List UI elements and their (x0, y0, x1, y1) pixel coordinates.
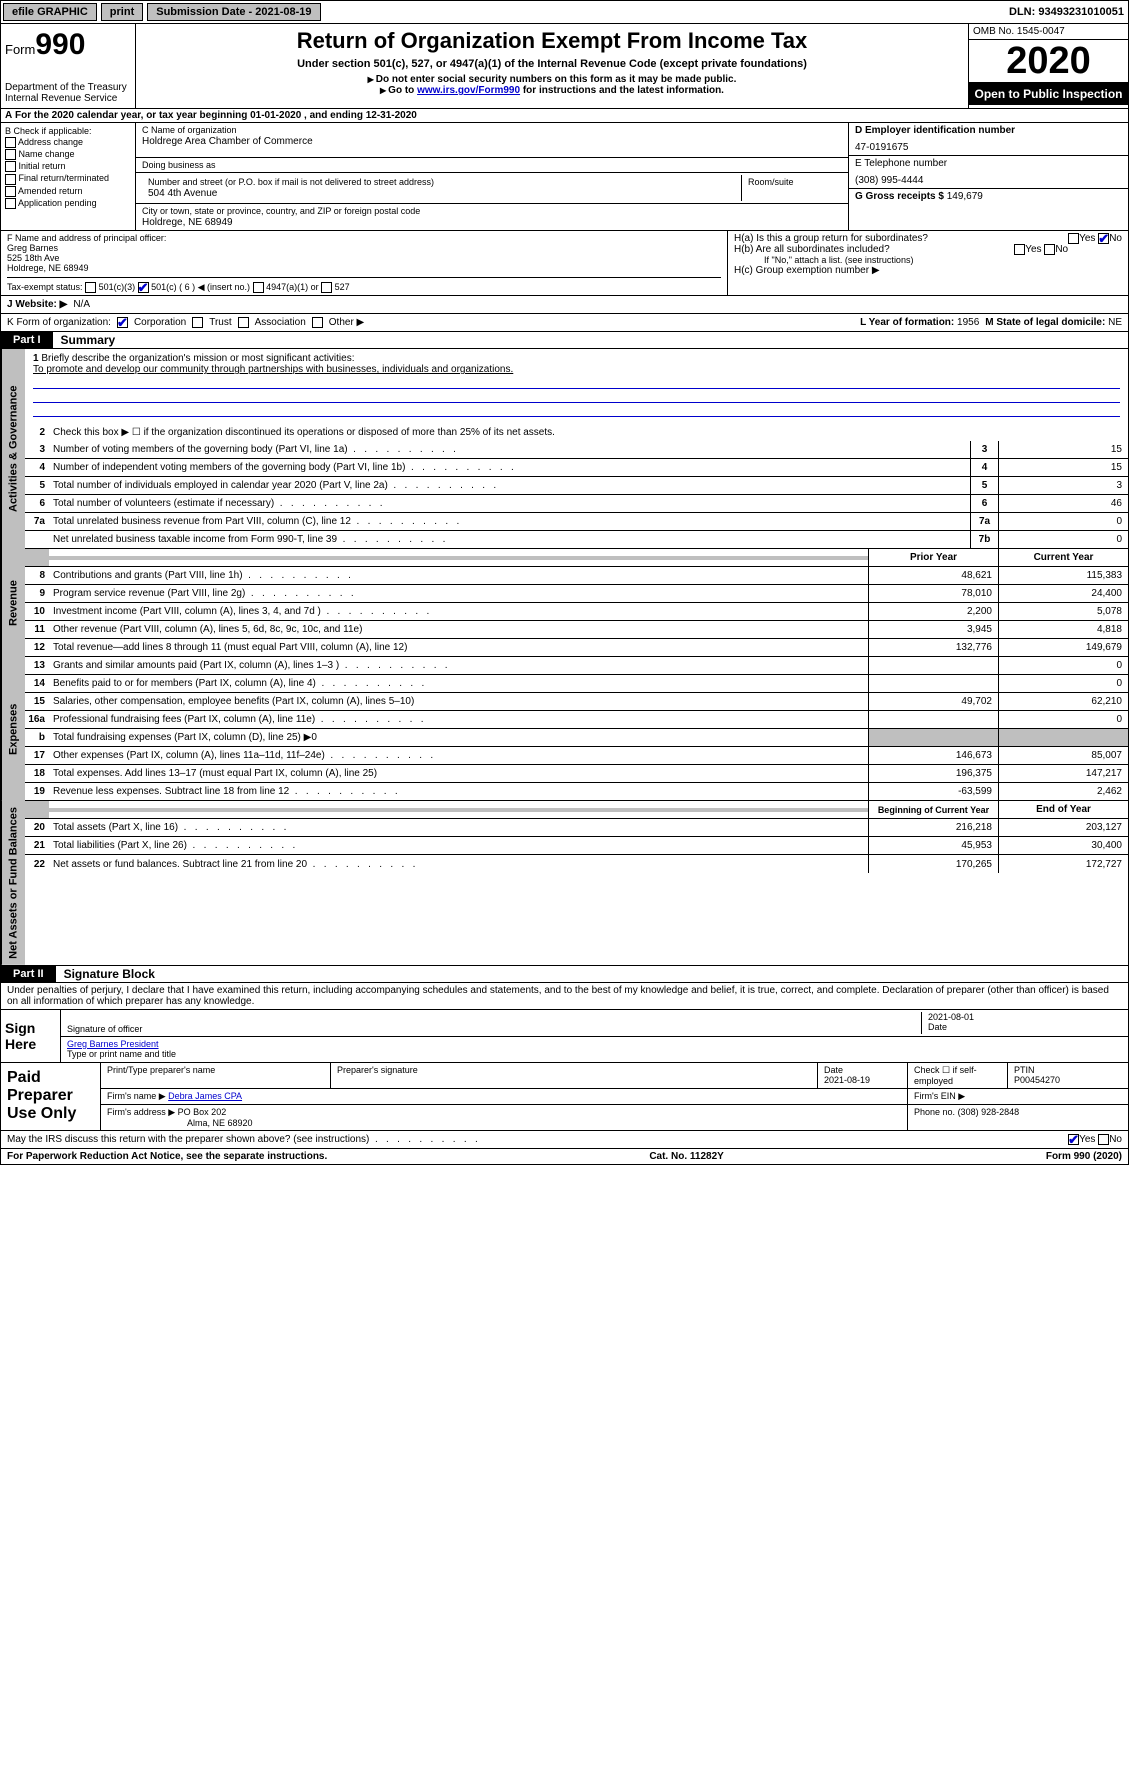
address-cell: Number and street (or P.O. box if mail i… (136, 173, 848, 204)
goto-note: Go to www.irs.gov/Form990 for instructio… (144, 85, 960, 96)
perjury-statement: Under penalties of perjury, I declare th… (0, 983, 1129, 1010)
omb-number: OMB No. 1545-0047 (969, 24, 1128, 40)
discuss-row: May the IRS discuss this return with the… (0, 1131, 1129, 1149)
part2-header: Part IISignature Block (0, 966, 1129, 983)
v3: 15 (998, 441, 1128, 458)
gross-receipts-cell: G Gross receipts $ 149,679 (849, 189, 1128, 204)
form990-link[interactable]: www.irs.gov/Form990 (417, 85, 520, 96)
part1-header: Part ISummary (0, 332, 1129, 349)
cat-number: Cat. No. 11282Y (649, 1151, 723, 1162)
firm-phone: (308) 928-2848 (958, 1107, 1020, 1117)
sidetab-expenses: Expenses (1, 657, 25, 801)
form-number: Form990 (5, 28, 131, 62)
tax-period: A For the 2020 calendar year, or tax yea… (0, 109, 1129, 123)
paid-preparer-block: Paid Preparer Use Only Print/Type prepar… (0, 1063, 1129, 1131)
street-address: 504 4th Avenue (148, 188, 735, 199)
gross-receipts: 149,679 (947, 191, 983, 202)
officer-name: Greg Barnes (7, 243, 721, 253)
header: Form990 Department of the Treasury Inter… (0, 24, 1129, 109)
ein: 47-0191675 (855, 142, 1122, 153)
v7a: 0 (998, 513, 1128, 530)
box-h: H(a) Is this a group return for subordin… (728, 231, 1128, 295)
dba-cell: Doing business as (136, 158, 848, 173)
city-cell: City or town, state or province, country… (136, 204, 848, 230)
box-b: B Check if applicable: Address change Na… (1, 123, 136, 230)
submission-date: Submission Date - 2021-08-19 (147, 3, 320, 21)
firm-addr2: Alma, NE 68920 (107, 1118, 901, 1128)
mission-text: To promote and develop our community thr… (33, 364, 1120, 375)
tax-year: 2020 (969, 40, 1128, 83)
phone-cell: E Telephone number (308) 995-4444 (849, 156, 1128, 189)
ptin: P00454270 (1014, 1075, 1122, 1085)
ein-cell: D Employer identification number 47-0191… (849, 123, 1128, 156)
prep-date: 2021-08-19 (824, 1075, 901, 1085)
dept-treasury: Department of the Treasury (5, 82, 131, 93)
room-suite: Room/suite (742, 175, 842, 201)
state-domicile: NE (1108, 317, 1122, 328)
open-to-public: Open to Public Inspection (969, 83, 1128, 105)
website: N/A (73, 299, 90, 310)
efile-button[interactable]: efile GRAPHIC (3, 3, 97, 21)
firm-addr1: PO Box 202 (178, 1107, 227, 1117)
city-state-zip: Holdrege, NE 68949 (142, 217, 842, 228)
sign-date: 2021-08-01 (928, 1012, 1122, 1022)
v5: 3 (998, 477, 1128, 494)
v7b: 0 (998, 531, 1128, 548)
website-row: J Website: ▶ N/A (0, 296, 1129, 314)
irs-label: Internal Revenue Service (5, 93, 131, 104)
form-subtitle: Under section 501(c), 527, or 4947(a)(1)… (144, 58, 960, 70)
box-f: F Name and address of principal officer:… (1, 231, 728, 295)
year-formation: 1956 (957, 317, 979, 328)
sidetab-revenue: Revenue (1, 549, 25, 657)
org-name: Holdrege Area Chamber of Commerce (142, 136, 842, 147)
dln: DLN: 93493231010051 (1009, 6, 1128, 18)
topbar: efile GRAPHIC print Submission Date - 20… (0, 0, 1129, 24)
sidetab-netassets: Net Assets or Fund Balances (1, 801, 25, 965)
print-button[interactable]: print (101, 3, 143, 21)
sign-here-block: Sign Here Signature of officer 2021-08-0… (0, 1010, 1129, 1063)
footer: For Paperwork Reduction Act Notice, see … (0, 1149, 1129, 1165)
info-block: B Check if applicable: Address change Na… (0, 123, 1129, 231)
info-fh: F Name and address of principal officer:… (0, 231, 1129, 296)
v6: 46 (998, 495, 1128, 512)
klm-row: K Form of organization: Corporation Trus… (0, 314, 1129, 332)
org-name-cell: C Name of organization Holdrege Area Cha… (136, 123, 848, 158)
v4: 15 (998, 459, 1128, 476)
telephone: (308) 995-4444 (855, 175, 1122, 186)
officer-signature: Greg Barnes President (67, 1039, 1122, 1049)
form-title: Return of Organization Exempt From Incom… (144, 28, 960, 54)
sidetab-governance: Activities & Governance (1, 349, 25, 549)
firm-name: Debra James CPA (168, 1091, 242, 1101)
ssn-note: Do not enter social security numbers on … (144, 74, 960, 85)
line-1: 1 Briefly describe the organization's mi… (25, 349, 1128, 423)
